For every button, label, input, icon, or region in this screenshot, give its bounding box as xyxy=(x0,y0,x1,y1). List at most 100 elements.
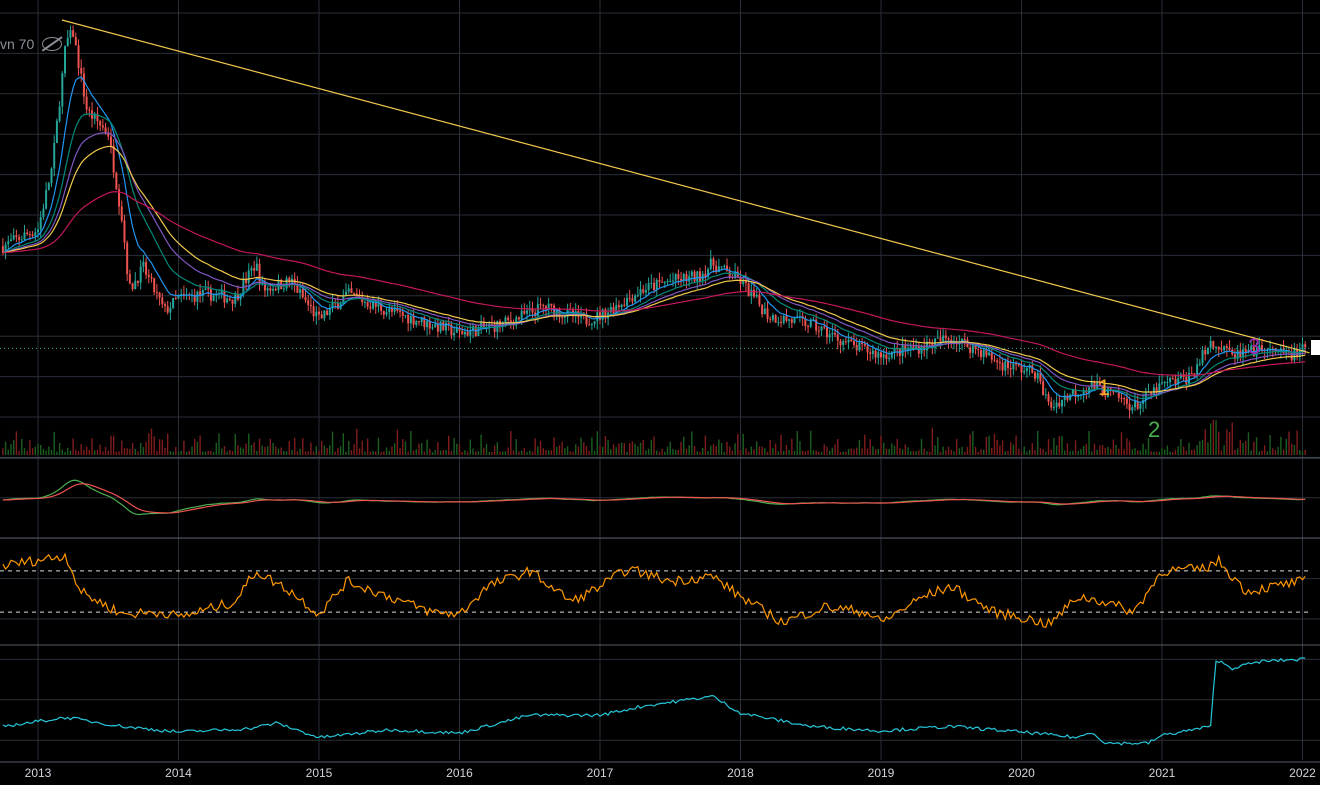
candle xyxy=(1150,391,1153,395)
volume-bar xyxy=(1037,430,1039,455)
volume-bar xyxy=(1085,444,1088,455)
candle xyxy=(1212,341,1215,348)
volume-bar xyxy=(585,445,588,455)
candle xyxy=(439,321,442,332)
volume-bar xyxy=(483,447,485,455)
volume-bar xyxy=(1199,440,1201,455)
volume-bar xyxy=(1215,420,1217,455)
volume-bar xyxy=(631,441,634,455)
volume-bar xyxy=(107,450,109,455)
candle xyxy=(1136,401,1139,409)
volume-bar xyxy=(545,450,547,455)
x-tick-label: 2017 xyxy=(586,766,614,780)
candle xyxy=(823,326,826,328)
volume-bar xyxy=(807,450,809,455)
volume-bar xyxy=(29,440,31,455)
volume-bar xyxy=(926,451,928,455)
candle xyxy=(998,362,1001,364)
volume-bar xyxy=(618,443,620,455)
volume-bar xyxy=(210,450,212,455)
volume-bar xyxy=(383,451,385,455)
volume-bar xyxy=(556,446,558,455)
candle xyxy=(1177,378,1180,385)
volume-bar xyxy=(712,444,715,455)
candle xyxy=(450,324,453,336)
volume-bar xyxy=(175,446,177,455)
volume-bar xyxy=(577,446,580,455)
volume-bar xyxy=(410,431,412,455)
candle xyxy=(1169,378,1172,383)
volume-bar xyxy=(356,428,358,455)
volume-bar xyxy=(1028,449,1031,455)
volume-bar xyxy=(296,451,299,455)
candle xyxy=(988,352,991,356)
volume-bar xyxy=(353,444,355,455)
candle xyxy=(1233,354,1236,359)
volume-bar xyxy=(845,451,847,455)
candle xyxy=(434,324,437,328)
volume-bar xyxy=(139,442,142,455)
volume-bar xyxy=(810,430,812,455)
volume-bar xyxy=(1150,451,1152,455)
volume-bar xyxy=(310,442,312,455)
candle xyxy=(407,315,410,324)
volume-bar xyxy=(1134,448,1136,455)
volume-bar xyxy=(342,433,345,455)
candle xyxy=(255,263,258,271)
volume-bar xyxy=(331,431,334,455)
candle xyxy=(1139,403,1142,409)
volume-bar xyxy=(1118,448,1120,455)
volume-bar xyxy=(969,434,971,455)
candle xyxy=(1228,348,1231,350)
volume-bar xyxy=(304,451,307,455)
candle xyxy=(763,308,766,315)
candle xyxy=(647,283,650,291)
volume-bar xyxy=(350,450,353,455)
volume-bar xyxy=(291,449,293,455)
candle xyxy=(42,208,45,218)
volume-bar xyxy=(23,448,26,455)
volume-bar xyxy=(553,437,555,455)
x-tick-label: 2015 xyxy=(305,766,333,780)
volume-bar xyxy=(488,451,490,455)
volume-bar xyxy=(539,440,542,455)
candle xyxy=(226,298,229,303)
volume-bar xyxy=(939,451,942,455)
candle xyxy=(28,234,31,236)
volume-bar xyxy=(404,441,407,455)
volume-bar xyxy=(1245,440,1247,455)
candle xyxy=(372,300,375,309)
candle xyxy=(296,284,299,293)
volume-bar xyxy=(1290,443,1293,455)
candle xyxy=(904,344,907,351)
candle xyxy=(688,276,691,282)
candle xyxy=(466,331,469,336)
volume-bar xyxy=(615,447,617,455)
candle xyxy=(774,315,777,323)
candle xyxy=(1085,391,1088,393)
volume-bar xyxy=(275,446,277,455)
candle xyxy=(634,295,637,302)
volume-bar xyxy=(1123,449,1125,455)
candle xyxy=(477,326,480,336)
volume-bar xyxy=(596,431,598,455)
candle xyxy=(920,346,923,354)
candle xyxy=(431,327,434,329)
volume-bar xyxy=(348,441,350,455)
candle xyxy=(442,321,445,331)
candle xyxy=(828,334,831,338)
volume-bar xyxy=(1280,436,1282,455)
volume-bar xyxy=(923,448,925,455)
volume-bar xyxy=(202,451,204,455)
volume-bar xyxy=(850,448,852,455)
volume-bar xyxy=(629,443,631,455)
volume-bar xyxy=(858,439,861,455)
candle xyxy=(874,350,877,358)
candle xyxy=(299,289,302,293)
eye-off-icon[interactable] xyxy=(42,37,63,51)
candle xyxy=(1020,365,1023,373)
volume-bar xyxy=(166,433,169,455)
candle xyxy=(447,322,450,325)
volume-bar xyxy=(993,433,996,455)
